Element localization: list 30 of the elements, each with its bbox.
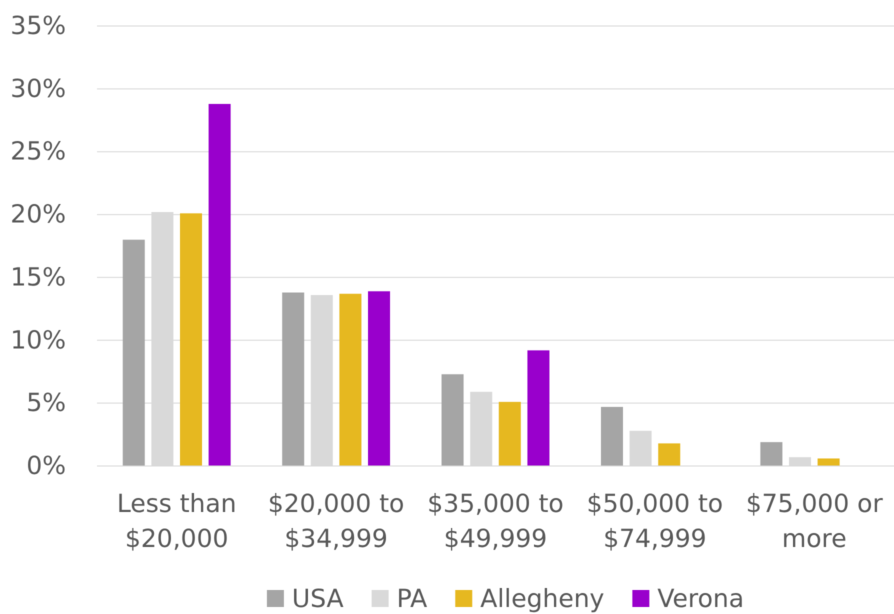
- x-tick-label: $75,000 or more: [746, 489, 884, 553]
- y-tick-label: 25%: [10, 136, 66, 166]
- bar: [760, 442, 782, 466]
- legend-label: USA: [292, 584, 344, 613]
- x-tick-label: $20,000 to $34,999: [268, 489, 404, 553]
- x-tick-label: $50,000 to $74,999: [586, 489, 724, 553]
- bar: [498, 402, 521, 466]
- y-tick-label: 0%: [26, 451, 66, 480]
- bar: [208, 104, 231, 466]
- y-tick-label: 10%: [10, 325, 66, 354]
- legend-label: Allegheny: [480, 584, 605, 613]
- bar: [442, 374, 464, 466]
- bar: [180, 213, 202, 466]
- bar: [122, 240, 145, 466]
- y-tick-label: 30%: [10, 74, 66, 103]
- bar: [818, 458, 840, 466]
- y-tick-label: 35%: [10, 11, 66, 40]
- bar: [368, 291, 390, 466]
- legend-label: PA: [396, 584, 428, 613]
- bar: [339, 294, 362, 466]
- y-tick-label: 15%: [10, 262, 66, 292]
- bar: [527, 350, 550, 466]
- x-tick-label: Less than $20,000: [116, 489, 237, 553]
- y-tick-label: 20%: [10, 200, 66, 229]
- bar: [658, 443, 680, 466]
- y-tick-label: 5%: [26, 388, 66, 418]
- bar: [600, 406, 623, 466]
- bar: [282, 292, 304, 466]
- legend-label: Verona: [657, 584, 744, 613]
- x-tick-label: $35,000 to $49,999: [427, 489, 564, 553]
